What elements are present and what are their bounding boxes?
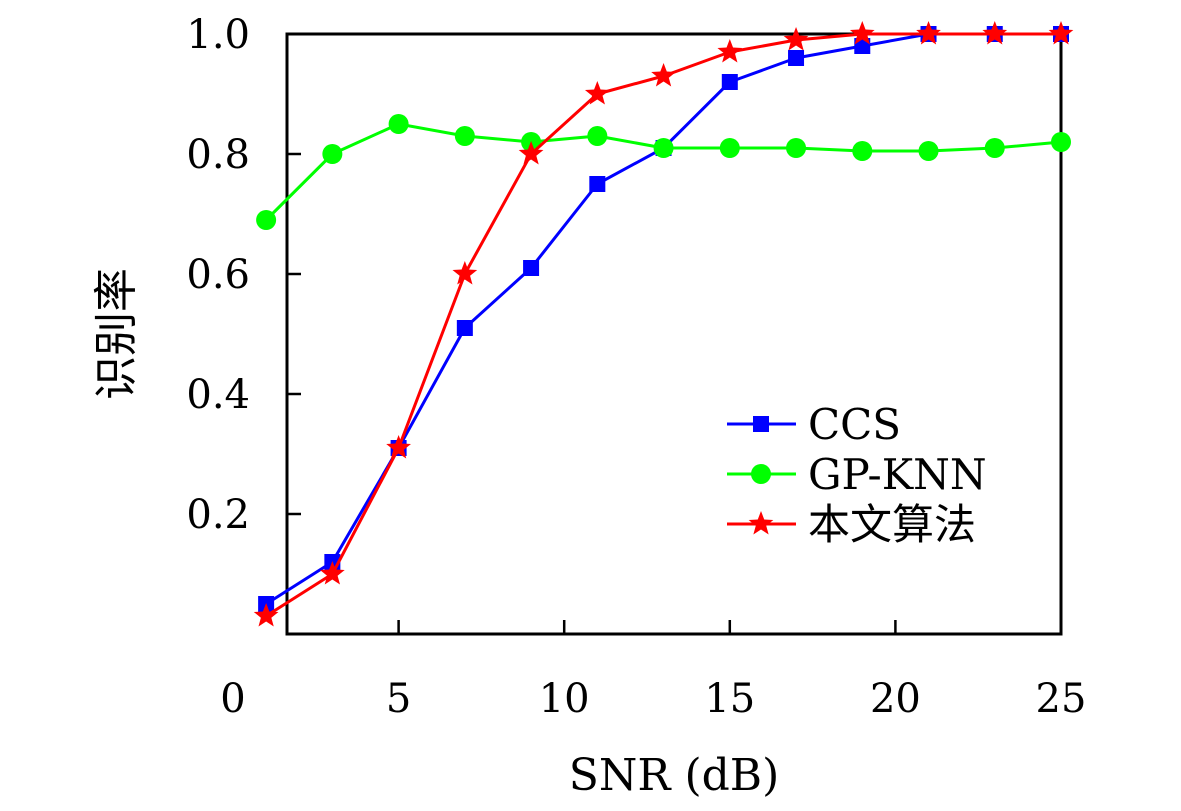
data-point [786, 138, 807, 158]
data-point [653, 138, 674, 158]
x-axis-label: SNR (dB) [569, 750, 780, 801]
data-point [253, 603, 279, 627]
x-tick-label: 5 [386, 676, 411, 722]
y-tick-label: 0.2 [186, 492, 250, 538]
y-tick-label: 0.8 [186, 132, 250, 178]
data-point [388, 114, 409, 134]
legend-marker [748, 511, 774, 535]
data-point [719, 138, 740, 158]
data-point [984, 138, 1005, 158]
legend-label: 本文算法 [808, 500, 976, 549]
x-tick-label: 20 [870, 676, 921, 722]
legend-label: GP-KNN [808, 450, 987, 499]
data-point [916, 21, 941, 45]
x-tick-label: 0 [220, 676, 245, 722]
series-layer [253, 21, 1074, 627]
data-point [587, 126, 608, 146]
data-point [849, 21, 875, 45]
data-point [256, 210, 277, 230]
data-point [320, 561, 345, 585]
data-point [982, 21, 1008, 45]
data-point [322, 144, 343, 164]
data-point [1048, 21, 1074, 45]
data-point [589, 176, 606, 192]
data-point [788, 50, 805, 66]
data-point [518, 141, 544, 165]
x-axis-ticks: 0 5 10 15 20 25 [220, 620, 1086, 722]
data-point [523, 260, 540, 276]
data-point [651, 63, 676, 87]
series-2 [256, 114, 1071, 230]
data-point [454, 126, 475, 146]
x-tick-label: 25 [1036, 676, 1087, 722]
data-point [852, 141, 873, 161]
data-point [721, 74, 738, 90]
y-axis-ticks: 0.2 0.4 0.6 0.8 1.0 [186, 12, 301, 538]
legend-item: CCS [727, 400, 901, 449]
data-point [717, 39, 743, 63]
data-point [1051, 132, 1071, 152]
data-point [456, 320, 473, 336]
y-tick-label: 1.0 [186, 12, 250, 58]
data-point [783, 27, 809, 51]
series-3 [253, 21, 1074, 627]
legend-item: 本文算法 [727, 500, 976, 549]
y-tick-label: 0.6 [186, 252, 250, 298]
legend-marker [753, 416, 769, 432]
y-axis-label: 识别率 [91, 268, 142, 400]
data-point [452, 261, 478, 285]
data-point [918, 141, 939, 161]
data-point [386, 435, 411, 459]
legend-item: GP-KNN [727, 450, 987, 499]
plot-frame [285, 32, 1063, 636]
legend-label: CCS [808, 400, 901, 449]
y-tick-label: 0.4 [186, 372, 250, 418]
legend-marker [751, 464, 771, 484]
x-tick-label: 10 [539, 676, 590, 722]
x-tick-label: 15 [704, 676, 755, 722]
data-point [584, 81, 610, 105]
